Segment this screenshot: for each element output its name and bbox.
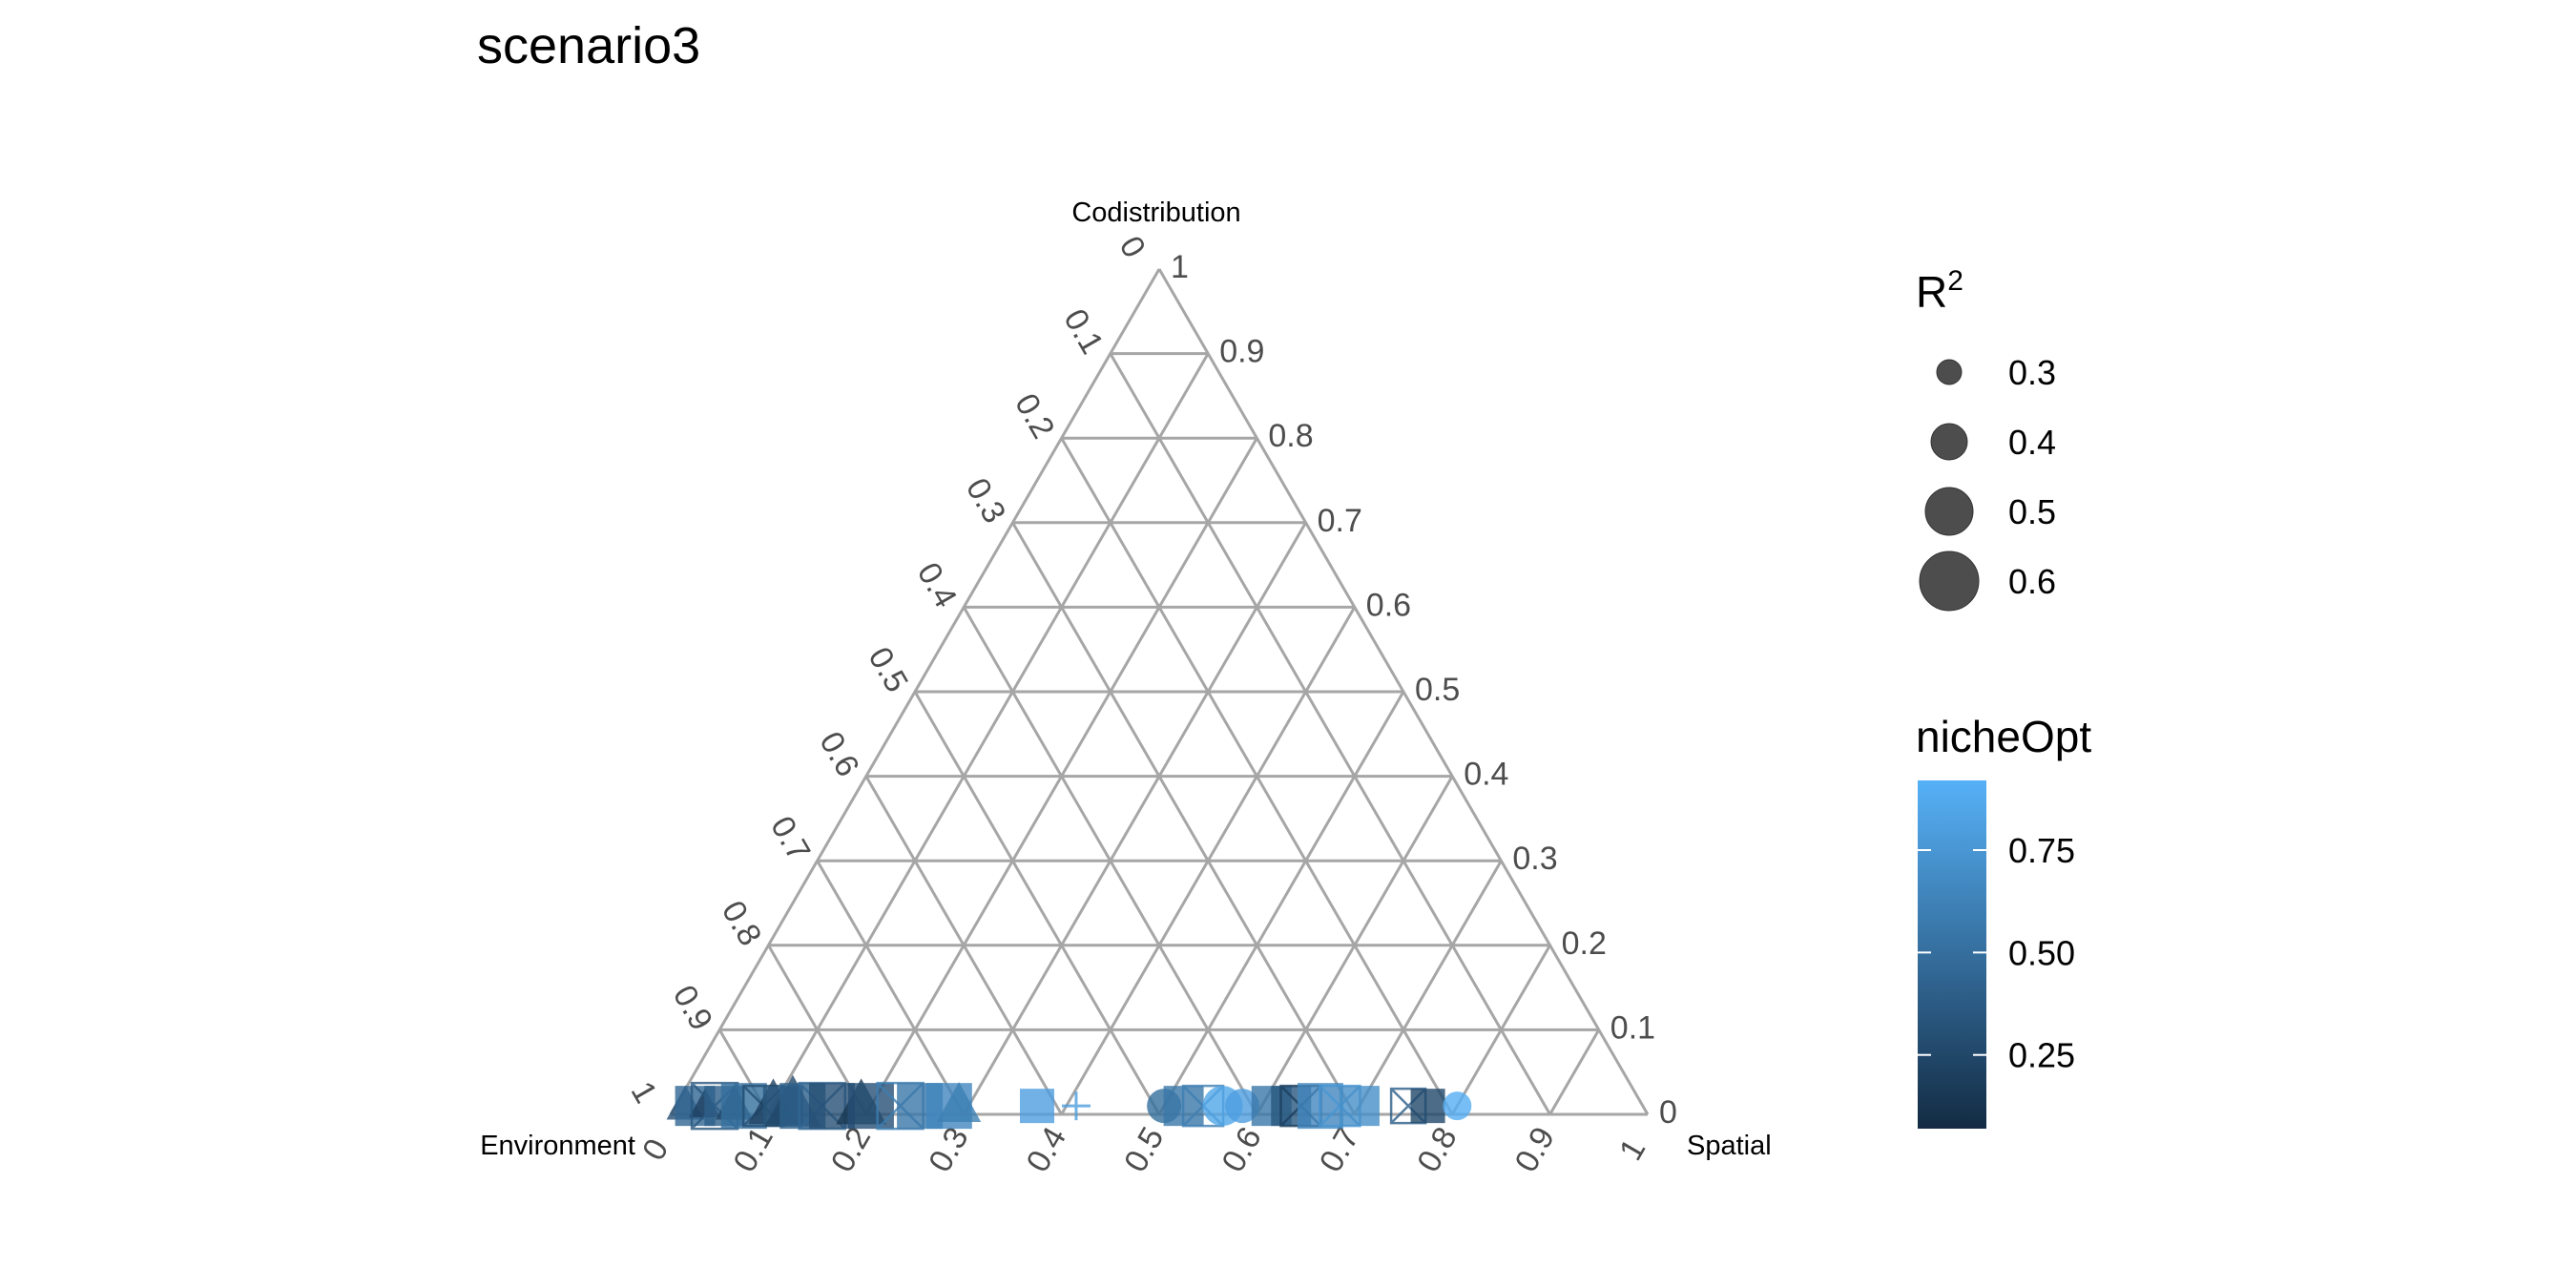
data-points bbox=[666, 1074, 1472, 1131]
tick-label-codistribution: 0.4 bbox=[1464, 757, 1508, 793]
tick-label-environment: 0.9 bbox=[666, 979, 720, 1036]
tick-label-codistribution: 0.2 bbox=[1562, 925, 1607, 962]
data-point-circle bbox=[1225, 1089, 1260, 1124]
data-point-triangle bbox=[936, 1081, 982, 1122]
tick-label-codistribution: 0.7 bbox=[1318, 503, 1362, 539]
tick-label-environment: 0.3 bbox=[959, 472, 1013, 530]
tick-label-spatial: 0.5 bbox=[1117, 1121, 1172, 1178]
grid-line-env bbox=[1109, 352, 1551, 1115]
tick-label-codistribution: 0.3 bbox=[1512, 841, 1557, 877]
tick-label-codistribution: 0.1 bbox=[1610, 1009, 1655, 1046]
size-legend-key bbox=[1924, 487, 1974, 536]
colorbar bbox=[1918, 780, 1986, 1129]
tick-label-spatial: 0.8 bbox=[1410, 1121, 1465, 1178]
grid-line-spatial bbox=[1353, 860, 1503, 1115]
color-legend-label: 0.25 bbox=[2008, 1036, 2075, 1075]
tick-label-environment: 0.1 bbox=[1056, 303, 1111, 361]
grid-line-env bbox=[962, 606, 1258, 1115]
color-legend-title: nicheOpt bbox=[1916, 712, 2091, 761]
grid-line-env bbox=[864, 775, 1063, 1115]
grid-line-spatial bbox=[1548, 1028, 1601, 1115]
size-legend-label: 0.6 bbox=[2008, 562, 2056, 601]
axis-label-spatial: Spatial bbox=[1687, 1131, 1772, 1161]
axis-label-codistribution: Codistribution bbox=[1071, 197, 1240, 228]
data-point-square bbox=[847, 1083, 894, 1130]
tick-label-environment: 0.7 bbox=[763, 810, 818, 867]
tick-label-codistribution: 0.6 bbox=[1366, 587, 1411, 623]
tick-label-environment: 0.8 bbox=[715, 895, 769, 952]
chart-title: scenario3 bbox=[477, 17, 700, 74]
data-point-plus bbox=[1061, 1091, 1091, 1121]
ternary-grid bbox=[669, 268, 1650, 1116]
data-point-square bbox=[1339, 1086, 1380, 1127]
tick-label-environment: 0.5 bbox=[861, 641, 915, 698]
tick-label-environment: 0.2 bbox=[1008, 387, 1062, 445]
size-legend-key bbox=[1919, 551, 1980, 612]
size-legend-title: R2 bbox=[1916, 265, 1963, 317]
tick-label-environment: 0 bbox=[1112, 230, 1153, 263]
tick-label-spatial: 0 bbox=[635, 1132, 675, 1166]
tick-label-environment: 0.4 bbox=[910, 556, 965, 613]
grid-line-env bbox=[1060, 437, 1454, 1115]
tick-label-codistribution: 0.8 bbox=[1268, 418, 1313, 454]
tick-label-environment: 1 bbox=[624, 1075, 664, 1109]
tick-label-spatial: 0.7 bbox=[1313, 1121, 1367, 1178]
color-legend: nicheOpt 0.25 0.50 0.75 bbox=[1916, 712, 2091, 1129]
grid-line-env bbox=[816, 860, 966, 1115]
tick-label-spatial: 0.3 bbox=[922, 1121, 976, 1178]
tick-label-spatial: 0.9 bbox=[1508, 1121, 1563, 1178]
data-point-circle bbox=[1443, 1091, 1472, 1121]
ternary-tick-labels: 0000.10.10.10.20.20.20.30.30.30.40.40.40… bbox=[624, 230, 1677, 1178]
size-legend-label: 0.4 bbox=[2008, 423, 2056, 462]
size-legend-key bbox=[1930, 423, 1968, 461]
color-legend-label: 0.75 bbox=[2008, 831, 2075, 870]
tick-label-environment: 0.6 bbox=[812, 726, 866, 783]
size-legend-label: 0.3 bbox=[2008, 353, 2056, 392]
tick-label-codistribution: 1 bbox=[1171, 249, 1189, 285]
tick-label-spatial: 0.6 bbox=[1215, 1121, 1269, 1178]
grid-line-spatial bbox=[962, 522, 1307, 1115]
size-legend-key bbox=[1936, 359, 1963, 385]
tick-label-spatial: 1 bbox=[1612, 1132, 1652, 1166]
color-legend-label: 0.50 bbox=[2008, 933, 2075, 972]
axis-label-environment: Environment bbox=[480, 1131, 635, 1161]
grid-line-env bbox=[913, 691, 1161, 1115]
grid-line-spatial bbox=[767, 352, 1210, 1115]
tick-label-codistribution: 0.9 bbox=[1219, 334, 1264, 370]
size-legend-label: 0.5 bbox=[2008, 492, 2056, 531]
size-legend: R2 0.3 0.4 0.5 0.6 bbox=[1916, 265, 2056, 612]
grid-line-spatial bbox=[1157, 691, 1405, 1115]
grid-line-env bbox=[1157, 268, 1650, 1115]
tick-label-spatial: 0.4 bbox=[1020, 1121, 1074, 1178]
data-point-square bbox=[1020, 1089, 1054, 1124]
tick-label-codistribution: 0 bbox=[1659, 1094, 1677, 1131]
data-point-square bbox=[1410, 1089, 1445, 1124]
tick-label-codistribution: 0.5 bbox=[1415, 672, 1460, 708]
grid-line-env bbox=[1011, 522, 1357, 1115]
